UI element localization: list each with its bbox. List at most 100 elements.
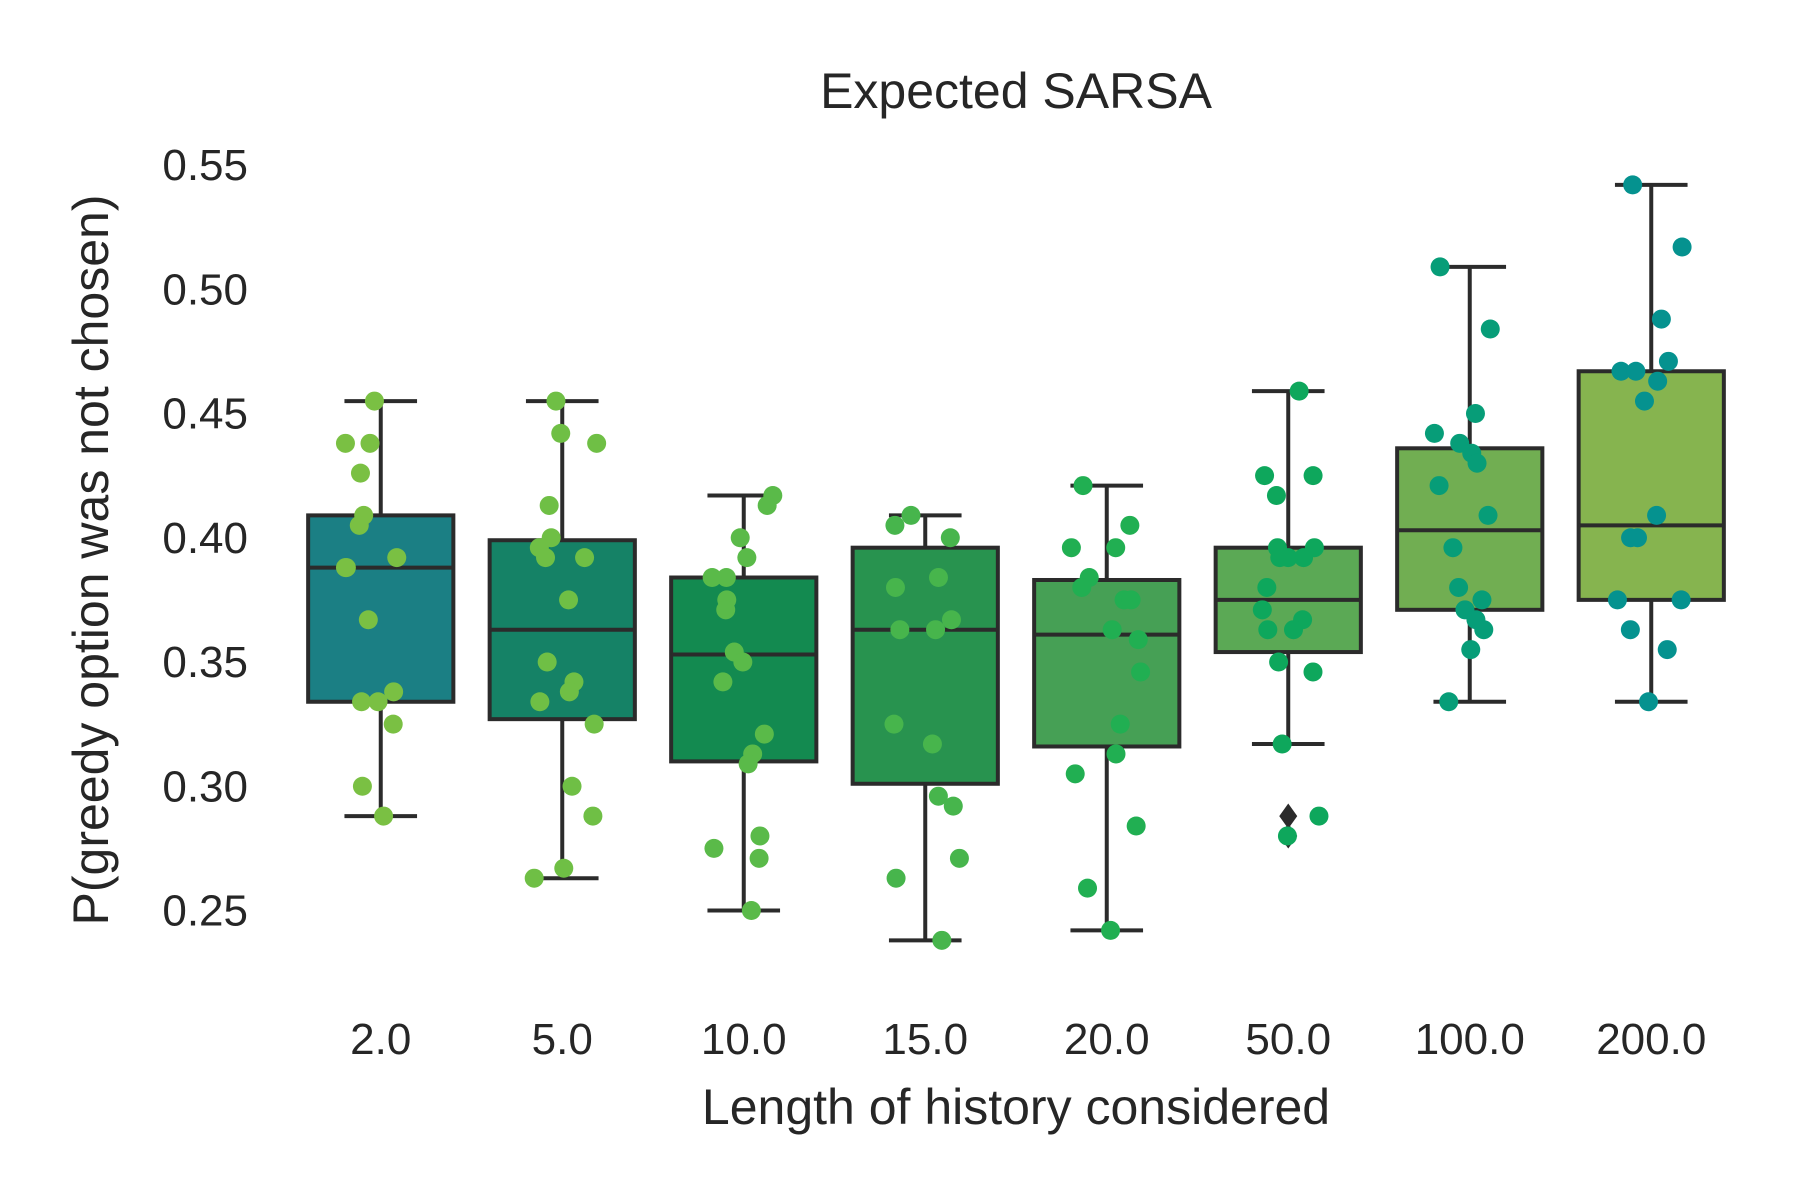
data-point (1657, 640, 1677, 660)
data-point (928, 786, 948, 806)
data-point (360, 433, 380, 453)
data-point (537, 652, 557, 672)
data-point (1607, 590, 1627, 610)
data-point (352, 776, 372, 796)
data-point (368, 692, 388, 712)
data-point (562, 776, 582, 796)
box-20.0 (1032, 483, 1182, 933)
boxes-group (306, 182, 1726, 943)
data-point (885, 515, 905, 535)
data-point (886, 868, 906, 888)
data-point (387, 548, 407, 568)
x-tick-label: 50.0 (1245, 1015, 1331, 1064)
box-50.0 (1213, 389, 1363, 849)
y-tick-label: 0.55 (162, 141, 248, 190)
data-point (1620, 620, 1640, 640)
data-point (738, 754, 758, 774)
data-point (1110, 714, 1130, 734)
data-point (536, 548, 556, 568)
data-point (885, 577, 905, 597)
data-point (1648, 371, 1668, 391)
data-point (1303, 662, 1323, 682)
data-point (350, 463, 370, 483)
data-point (1120, 515, 1140, 535)
x-tick-label: 5.0 (532, 1015, 593, 1064)
data-point (949, 848, 969, 868)
data-point (551, 423, 571, 443)
data-point (1472, 590, 1492, 610)
data-point (750, 826, 770, 846)
data-point (1639, 692, 1659, 712)
data-point (352, 692, 372, 712)
data-point (1106, 744, 1126, 764)
data-point (1309, 806, 1329, 826)
y-tick-label: 0.40 (162, 514, 248, 563)
data-point (704, 838, 724, 858)
data-point (1658, 351, 1678, 371)
data-point (1626, 361, 1646, 381)
data-point (1611, 361, 1631, 381)
data-point (713, 672, 733, 692)
box-10.0 (669, 493, 819, 913)
data-point (884, 714, 904, 734)
x-tick-label: 2.0 (350, 1015, 411, 1064)
data-point (1303, 466, 1323, 486)
data-point (922, 734, 942, 754)
data-point (1284, 620, 1304, 640)
x-tick-label: 100.0 (1415, 1015, 1525, 1064)
data-point (1072, 577, 1092, 597)
data-point (524, 868, 544, 888)
data-point (943, 796, 963, 816)
data-point (737, 548, 757, 568)
data-point (1252, 600, 1272, 620)
data-point (1266, 486, 1286, 506)
data-point (584, 714, 604, 734)
data-point (383, 714, 403, 734)
data-point (890, 620, 910, 640)
x-axis-label: Length of history considered (702, 1079, 1330, 1135)
box-body (306, 513, 456, 704)
x-tick-label: 20.0 (1064, 1015, 1150, 1064)
x-tick-label: 10.0 (701, 1015, 787, 1064)
box-15.0 (850, 513, 1000, 943)
data-point (364, 391, 384, 411)
data-point (1439, 692, 1459, 712)
data-point (335, 433, 355, 453)
data-point (539, 495, 559, 515)
data-point (1424, 423, 1444, 443)
data-point (1128, 630, 1148, 650)
data-point (1449, 577, 1469, 597)
data-point (384, 682, 404, 702)
data-point (1078, 878, 1098, 898)
data-point (1294, 548, 1314, 568)
data-point (1272, 734, 1292, 754)
data-point (1461, 640, 1481, 660)
y-tick-label: 0.45 (162, 390, 248, 439)
data-point (587, 433, 607, 453)
data-point (559, 682, 579, 702)
data-point (1255, 466, 1275, 486)
data-point (1257, 577, 1277, 597)
x-axis-ticks: 2.0 5.0 10.0 15.0 20.0 50.0 100.0 200.0 (350, 1015, 1706, 1064)
data-point (928, 568, 948, 588)
data-point (1289, 381, 1309, 401)
data-point (749, 848, 769, 868)
box-body (1032, 577, 1182, 749)
data-point (583, 806, 603, 826)
points-group (335, 175, 1692, 950)
y-tick-label: 0.35 (162, 638, 248, 687)
box-2.0 (306, 399, 456, 819)
y-tick-label: 0.25 (162, 887, 248, 936)
data-point (1480, 319, 1500, 339)
data-point (575, 548, 595, 568)
data-point (530, 692, 550, 712)
data-point (1443, 538, 1463, 558)
data-point (546, 391, 566, 411)
data-point (1672, 237, 1692, 257)
data-point (349, 515, 369, 535)
data-point (932, 930, 952, 950)
y-tick-label: 0.30 (162, 762, 248, 811)
box-body (1576, 369, 1726, 602)
data-point (941, 610, 961, 630)
